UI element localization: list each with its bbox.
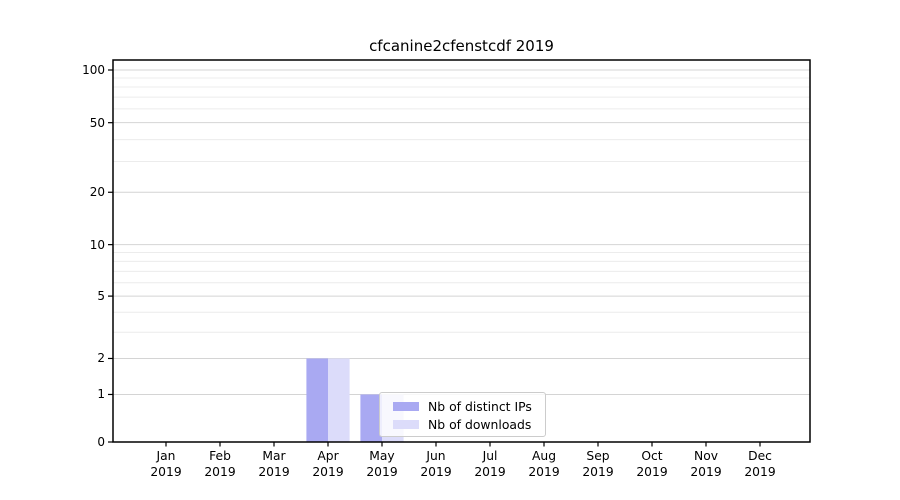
plot-frame — [112, 59, 811, 443]
y-tick-label-5: 5 — [97, 289, 105, 304]
x-tick-label-sep: Sep 2019 — [582, 449, 614, 479]
x-tick-label-jun: Jun 2019 — [420, 449, 452, 479]
bar-distinct-ips-may — [360, 394, 382, 442]
legend-item-downloads: Nb of downloads — [393, 416, 537, 432]
x-tick-label-jan: Jan 2019 — [150, 449, 182, 479]
legend-swatch-downloads — [393, 419, 419, 429]
legend-label-downloads: Nb of downloads — [428, 416, 532, 432]
x-tick-label-mar: Mar 2019 — [258, 449, 290, 479]
legend-item-distinct-ips: Nb of distinct IPs — [393, 398, 537, 414]
y-tick-label-10: 10 — [89, 237, 105, 252]
x-tick-label-apr: Apr 2019 — [312, 449, 344, 479]
bar-downloads-apr — [328, 358, 350, 442]
chart-title: cfcanine2cfenstcdf 2019 — [369, 37, 554, 55]
x-tick-label-dec: Dec 2019 — [744, 449, 776, 479]
legend-swatch-distinct-ips — [393, 401, 419, 411]
y-tick-label-20: 20 — [89, 185, 105, 200]
y-tick-label-1: 1 — [97, 387, 105, 402]
y-tick-label-100: 100 — [82, 63, 105, 77]
legend: Nb of distinct IPs Nb of downloads — [379, 392, 546, 437]
x-tick-label-aug: Aug 2019 — [528, 449, 560, 479]
y-tick-label-50: 50 — [89, 115, 105, 130]
x-tick-label-may: May 2019 — [366, 449, 398, 479]
bar-distinct-ips-apr — [306, 358, 328, 442]
x-tick-label-feb: Feb 2019 — [204, 449, 236, 479]
x-tick-label-jul: Jul 2019 — [474, 449, 506, 479]
legend-label-distinct-ips: Nb of distinct IPs — [428, 398, 532, 414]
y-tick-label-0: 0 — [97, 435, 105, 449]
x-tick-label-oct: Oct 2019 — [636, 449, 668, 479]
y-tick-label-2: 2 — [97, 351, 105, 366]
x-tick-label-nov: Nov 2019 — [690, 449, 722, 479]
